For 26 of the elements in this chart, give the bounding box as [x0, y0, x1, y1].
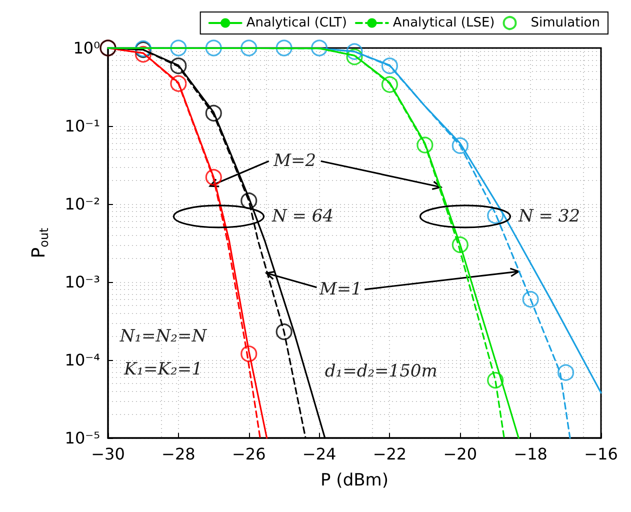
y-tick-label: 10⁻³	[64, 272, 100, 292]
y-tick-label: 10⁻⁵	[64, 428, 100, 448]
y-tick-label: 10⁻¹	[64, 116, 100, 136]
x-tick-label: −30	[91, 444, 125, 464]
x-tick-label: −26	[232, 444, 266, 464]
y-tick-label: 10⁰	[73, 38, 100, 58]
x-tick-label: −28	[162, 444, 196, 464]
legend-label: Analytical (CLT)	[246, 16, 347, 30]
x-axis-title: P (dBm)	[320, 470, 388, 490]
x-tick-label: −20	[443, 444, 478, 464]
annotation: d₁=d₂=150m	[324, 362, 438, 382]
x-tick-label: −24	[302, 444, 336, 464]
annotation: N = 32	[517, 206, 580, 226]
annotation: N₁=N₂=N	[118, 326, 208, 347]
annotation: M=1	[318, 279, 362, 300]
y-axis-title: Pout	[28, 227, 51, 258]
x-tick-label: −22	[372, 444, 407, 464]
annotation: M=2	[272, 151, 316, 172]
annotation: K₁=K₂=1	[123, 359, 202, 380]
y-tick-label: 10⁻²	[64, 194, 100, 214]
legend-label: Analytical (LSE)	[392, 16, 495, 30]
annotation: N = 64	[270, 206, 334, 226]
legend-label: Simulation	[530, 16, 600, 30]
x-tick-label: −16	[584, 444, 618, 464]
x-tick-label: −18	[514, 444, 548, 464]
y-tick-label: 10⁻⁴	[64, 350, 100, 370]
